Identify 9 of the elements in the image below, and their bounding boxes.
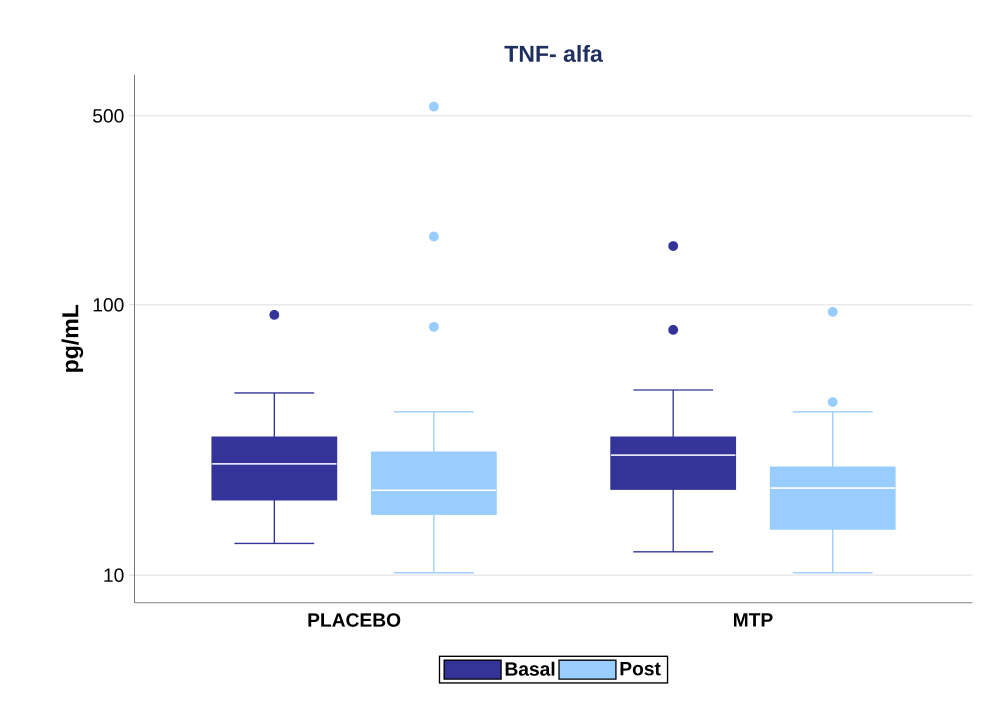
legend-label: Post	[620, 662, 661, 676]
chart-title: TNF- alfa	[504, 44, 603, 62]
x-tick-label: PLACEBO	[308, 613, 400, 627]
legend-label: Basal	[506, 662, 554, 676]
y-tick-label: 100	[94, 298, 124, 312]
y-axis-title: pg/mL	[62, 304, 84, 372]
x-tick-label: MTP	[734, 613, 773, 626]
y-tick-label: 500	[93, 108, 124, 123]
y-tick-label: 10	[104, 568, 124, 582]
